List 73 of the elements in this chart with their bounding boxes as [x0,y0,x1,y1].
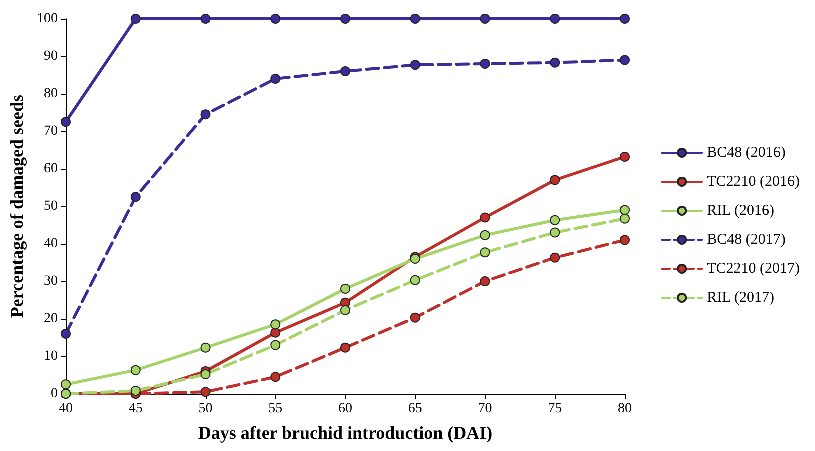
point [410,275,420,286]
x-tick-label: 55 [268,402,283,416]
point [550,58,560,68]
point [620,14,630,24]
point [480,59,490,69]
point [270,14,281,24]
legend-label: RIL (2017) [707,290,774,306]
y-tick-label: 60 [44,162,58,176]
y-tick-label: 10 [44,349,58,364]
point [550,175,560,186]
point [480,248,490,258]
x-tick-label: 40 [59,402,73,416]
legend-label: BC48 (2016) [707,145,786,161]
point [130,365,141,376]
point [480,14,490,24]
legend-label: BC48 (2017) [707,232,786,248]
x-tick-label: 75 [548,402,562,416]
point [620,214,630,224]
point [270,328,281,338]
point [550,252,560,263]
y-tick-label: 30 [44,274,58,289]
x-tick-label: 65 [408,402,422,416]
point [550,14,560,24]
y-tick-label: 40 [44,236,58,252]
y-tick-label: 90 [44,49,58,64]
point [620,152,630,162]
point [270,74,281,84]
point [620,205,630,216]
y-tick-label: 50 [44,199,58,214]
x-tick-label: 50 [198,402,213,416]
point [130,192,141,202]
point [200,370,211,380]
point [270,372,281,382]
point [200,110,211,120]
x-axis-title: Days after bruchid introduction (DAI) [198,423,493,443]
legend-label: TC2210 (2016) [707,174,800,190]
point [340,14,350,24]
point [340,342,350,353]
point [200,387,211,398]
point [620,235,630,246]
point [620,55,630,66]
y-tick-label: 70 [44,124,58,139]
point [61,380,71,390]
y-tick-label: 20 [44,312,58,326]
point [130,386,141,396]
legend-label: TC2210 (2017) [707,261,800,277]
point [270,320,281,330]
x-tick-label: 60 [338,402,352,416]
point [340,284,350,294]
point [480,230,490,240]
point [410,312,420,323]
y-tick-label: 100 [37,12,58,26]
point [200,342,211,353]
x-tick-label: 80 [618,402,632,416]
point [130,14,141,24]
point [270,340,281,350]
point [200,14,211,24]
y-tick-label: 0 [51,386,58,402]
point [340,66,350,76]
point [340,305,350,316]
y-axis-title: Percentage of damaged seeds [7,94,27,318]
point [550,215,560,226]
point [410,14,420,24]
point [61,117,71,128]
y-tick-label: 80 [44,86,58,102]
x-tick-label: 45 [128,402,143,416]
point [410,60,420,70]
point [550,228,560,238]
point [61,329,71,339]
legend-label: RIL (2016) [707,203,774,219]
point [480,212,490,223]
point [480,276,490,286]
x-tick-label: 70 [478,402,492,416]
